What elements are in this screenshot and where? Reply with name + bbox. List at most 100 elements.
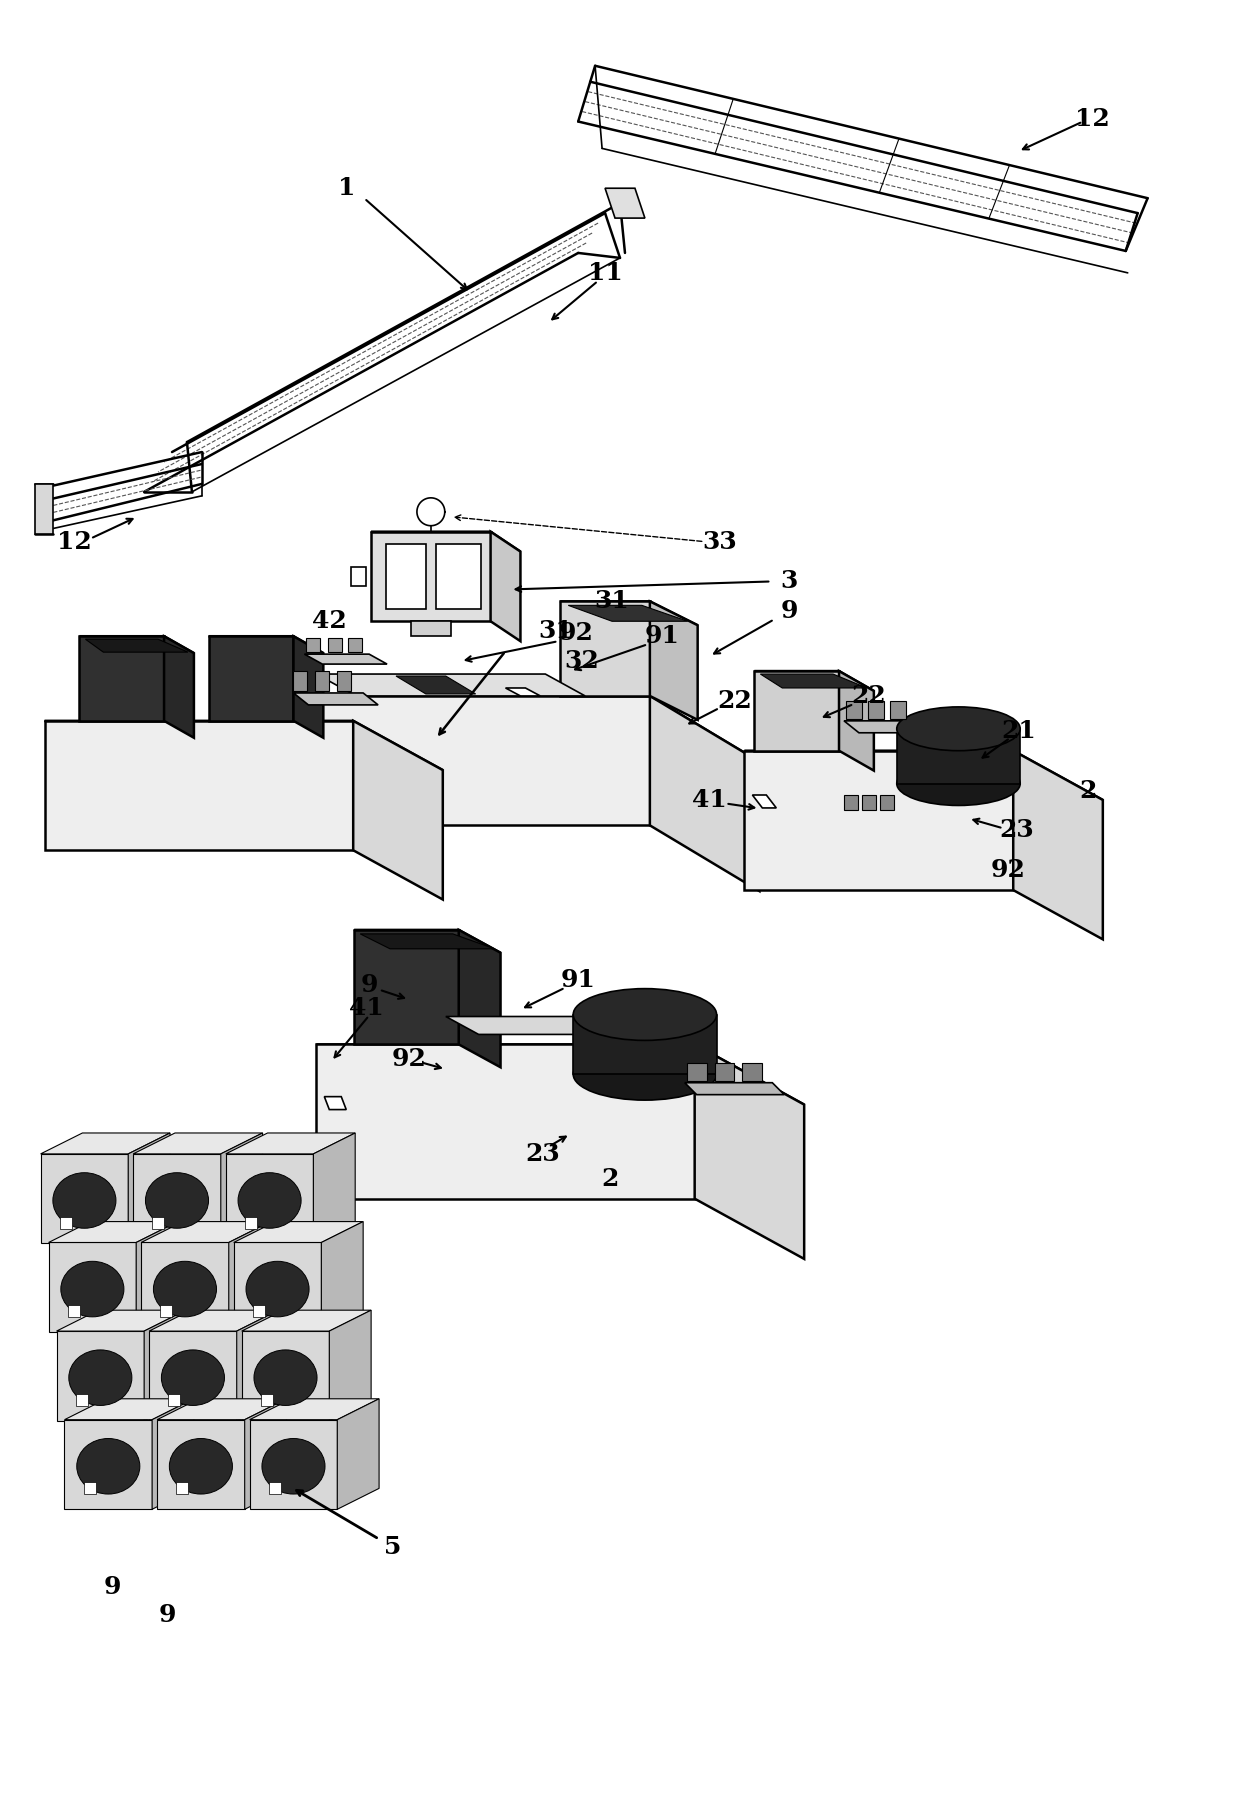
Ellipse shape: [897, 761, 1021, 806]
Polygon shape: [316, 1044, 805, 1105]
Text: 41: 41: [348, 995, 383, 1020]
Polygon shape: [157, 1419, 244, 1509]
Polygon shape: [355, 930, 459, 1044]
Ellipse shape: [161, 1350, 224, 1406]
Text: 11: 11: [588, 261, 622, 284]
Polygon shape: [48, 1221, 179, 1243]
Polygon shape: [84, 1482, 95, 1495]
Text: 5: 5: [384, 1535, 402, 1558]
Text: 2: 2: [1079, 779, 1096, 803]
Polygon shape: [286, 696, 759, 761]
Polygon shape: [237, 1310, 279, 1421]
Polygon shape: [35, 484, 52, 535]
Polygon shape: [176, 1482, 188, 1495]
Polygon shape: [760, 674, 867, 689]
Polygon shape: [337, 1399, 379, 1509]
Polygon shape: [133, 1154, 221, 1243]
Polygon shape: [253, 1305, 265, 1317]
Text: 2: 2: [601, 1167, 619, 1190]
Polygon shape: [242, 1310, 371, 1332]
Text: 22: 22: [852, 683, 887, 708]
Polygon shape: [79, 636, 193, 652]
Polygon shape: [79, 636, 164, 721]
Polygon shape: [57, 1332, 144, 1421]
Polygon shape: [226, 1132, 355, 1154]
Polygon shape: [221, 1132, 263, 1243]
Polygon shape: [157, 1399, 286, 1419]
Polygon shape: [360, 933, 495, 949]
Polygon shape: [890, 701, 905, 719]
Polygon shape: [714, 1064, 734, 1080]
Polygon shape: [315, 670, 330, 690]
Polygon shape: [353, 721, 443, 899]
Polygon shape: [149, 1332, 237, 1421]
Ellipse shape: [53, 1172, 117, 1229]
Polygon shape: [153, 1399, 193, 1509]
Polygon shape: [64, 1399, 193, 1419]
Polygon shape: [1013, 750, 1102, 939]
Polygon shape: [839, 670, 874, 770]
Polygon shape: [371, 531, 521, 551]
Polygon shape: [48, 1243, 136, 1332]
Polygon shape: [60, 1216, 72, 1229]
Ellipse shape: [77, 1439, 140, 1495]
Polygon shape: [68, 1305, 79, 1317]
Polygon shape: [435, 544, 481, 609]
Polygon shape: [846, 701, 862, 719]
Text: 91: 91: [645, 623, 680, 649]
Polygon shape: [605, 188, 645, 217]
Text: 23: 23: [525, 1142, 559, 1165]
Ellipse shape: [170, 1439, 232, 1495]
Polygon shape: [57, 1310, 186, 1332]
Polygon shape: [410, 622, 451, 636]
Polygon shape: [228, 1221, 270, 1332]
Polygon shape: [316, 1044, 694, 1200]
Polygon shape: [560, 602, 698, 625]
Polygon shape: [246, 1216, 257, 1229]
Text: 3: 3: [780, 569, 797, 594]
Polygon shape: [233, 1243, 321, 1332]
Polygon shape: [41, 1132, 170, 1154]
Polygon shape: [306, 638, 320, 652]
Polygon shape: [305, 654, 387, 663]
Polygon shape: [573, 1015, 717, 1075]
Polygon shape: [269, 1482, 281, 1495]
Ellipse shape: [573, 989, 717, 1040]
Polygon shape: [286, 696, 650, 824]
Polygon shape: [568, 605, 688, 622]
Polygon shape: [684, 1084, 784, 1094]
Polygon shape: [294, 670, 308, 690]
Polygon shape: [330, 1310, 371, 1421]
Polygon shape: [560, 602, 650, 696]
Text: 9: 9: [103, 1575, 122, 1598]
Ellipse shape: [254, 1350, 317, 1406]
Polygon shape: [897, 728, 1021, 783]
Text: 31: 31: [538, 620, 573, 643]
Ellipse shape: [61, 1261, 124, 1317]
Ellipse shape: [238, 1172, 301, 1229]
Polygon shape: [337, 670, 351, 690]
Polygon shape: [244, 1399, 286, 1509]
Polygon shape: [41, 1154, 128, 1243]
Polygon shape: [862, 795, 875, 810]
Polygon shape: [242, 1332, 330, 1421]
Polygon shape: [355, 930, 501, 953]
Ellipse shape: [246, 1261, 309, 1317]
Polygon shape: [249, 1419, 337, 1509]
Ellipse shape: [145, 1172, 208, 1229]
Polygon shape: [76, 1393, 88, 1406]
Polygon shape: [45, 721, 353, 850]
Polygon shape: [314, 1132, 355, 1243]
Polygon shape: [754, 670, 839, 750]
Polygon shape: [128, 1132, 170, 1243]
Polygon shape: [744, 750, 1013, 890]
Polygon shape: [321, 1221, 363, 1332]
Polygon shape: [141, 1243, 228, 1332]
Text: 33: 33: [702, 529, 737, 554]
Ellipse shape: [68, 1350, 131, 1406]
Ellipse shape: [154, 1261, 217, 1317]
Polygon shape: [744, 750, 1102, 799]
Polygon shape: [260, 1393, 273, 1406]
Polygon shape: [880, 795, 894, 810]
Polygon shape: [226, 1154, 314, 1243]
